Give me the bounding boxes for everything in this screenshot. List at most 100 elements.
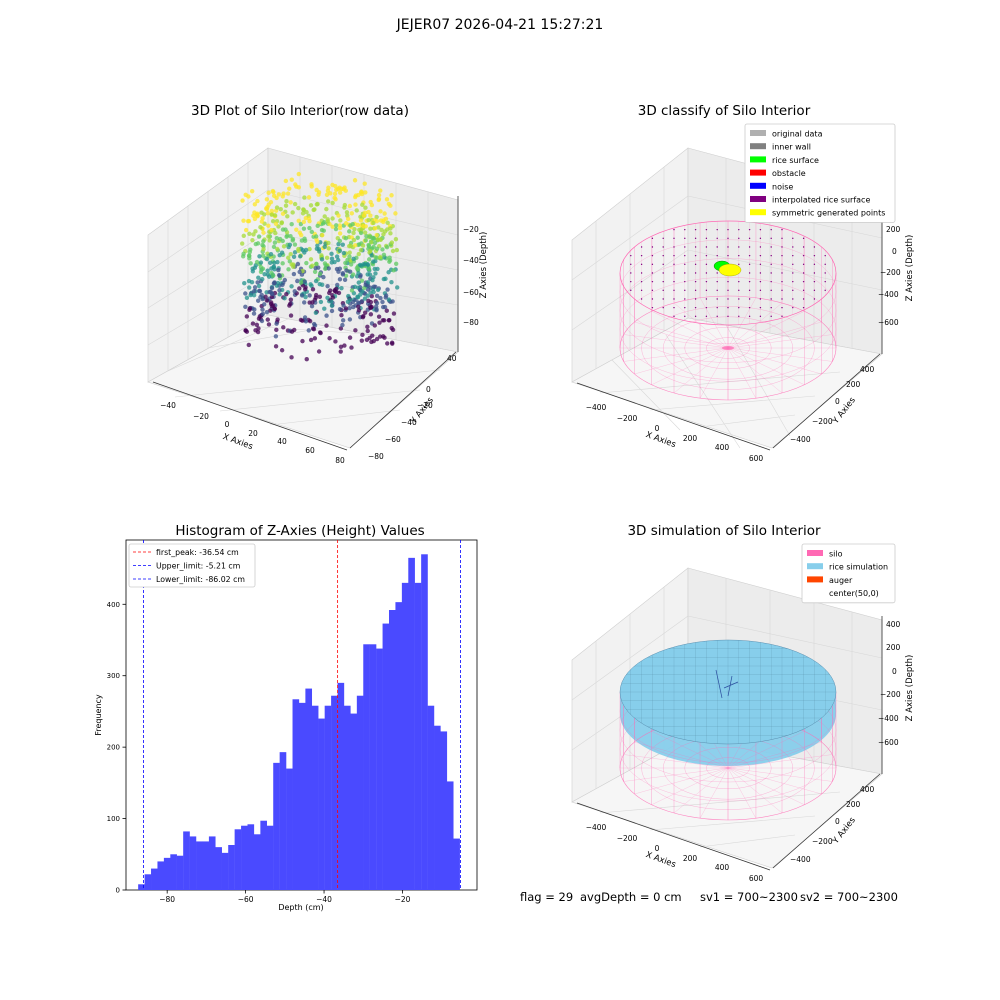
interpolated-point <box>705 237 708 240</box>
panel2-legend: original data inner wall rice surface obsta… <box>744 123 896 223</box>
interpolated-point <box>770 298 772 300</box>
raw-point <box>393 261 399 266</box>
raw-point <box>334 254 340 259</box>
interpolated-point <box>727 306 729 309</box>
interpolated-point <box>662 254 664 257</box>
interpolated-point <box>748 228 751 231</box>
interpolated-point <box>694 228 697 231</box>
silo-wall-ring <box>619 277 837 382</box>
legend-label: interpolated rice surface <box>772 196 870 205</box>
raw-point <box>300 338 305 344</box>
raw-point <box>288 297 294 302</box>
interpolated-point <box>694 306 697 309</box>
raw-point <box>250 269 256 274</box>
raw-point <box>272 306 277 312</box>
p2-ytick: 0 <box>835 397 840 406</box>
raw-point <box>395 285 400 290</box>
interpolated-point <box>781 237 783 240</box>
legend-label: symmetric generated points <box>772 209 885 218</box>
raw-point <box>268 308 273 313</box>
silo-floor-spoke <box>727 754 833 769</box>
interpolated-point <box>813 289 816 292</box>
raw-point <box>266 190 271 195</box>
raw-point <box>306 216 312 221</box>
interpolated-point <box>792 254 794 257</box>
raw-point <box>248 261 253 266</box>
raw-point <box>290 210 295 215</box>
raw-point <box>348 262 354 267</box>
panel4-title: 3D simulation of Silo Interior <box>627 523 821 539</box>
raw-point <box>330 295 336 300</box>
interpolated-point <box>792 237 794 240</box>
histogram-bar <box>401 582 409 890</box>
p4-ytick: 400 <box>860 785 875 794</box>
interpolated-point <box>716 254 718 257</box>
raw-point <box>350 272 356 277</box>
raw-point <box>345 299 351 304</box>
raw-point <box>380 304 386 310</box>
raw-point <box>284 199 289 204</box>
raw-point <box>374 218 380 224</box>
interpolated-point <box>705 246 708 248</box>
panel1-points <box>240 171 400 362</box>
raw-point <box>286 255 291 260</box>
interpolated-point <box>802 306 805 309</box>
raw-point <box>335 257 341 263</box>
raw-point <box>371 284 377 289</box>
panel1-axes <box>147 147 459 451</box>
p4-ytick: 0 <box>835 817 840 826</box>
raw-point <box>366 217 371 223</box>
raw-point <box>386 201 392 207</box>
raw-point <box>325 219 331 224</box>
raw-point <box>383 295 388 300</box>
interpolated-point <box>640 263 643 266</box>
silo-top-ring <box>619 220 837 326</box>
raw-point <box>310 300 315 305</box>
raw-point <box>369 294 374 299</box>
silo-floor-spoke <box>699 767 729 819</box>
interpolated-point <box>684 228 686 231</box>
histogram-bar <box>176 855 184 890</box>
raw-point <box>385 287 390 292</box>
p1-xtick: 60 <box>305 446 315 455</box>
raw-point <box>262 271 267 277</box>
interpolated-point <box>673 263 675 266</box>
raw-point <box>302 300 307 305</box>
raw-point <box>347 203 353 209</box>
histogram-vlines <box>143 540 461 890</box>
interpolated-point <box>781 298 783 300</box>
interpolated-point <box>705 228 708 231</box>
histogram-bar <box>337 682 345 890</box>
raw-point <box>358 230 364 236</box>
histogram-bar <box>247 824 255 890</box>
raw-point <box>329 308 335 314</box>
p1-ylabel: Y Axies <box>408 395 436 427</box>
raw-point <box>287 186 292 191</box>
histogram-bar <box>318 718 325 890</box>
interpolated-point <box>770 263 772 266</box>
raw-point <box>253 241 259 247</box>
raw-point <box>245 218 251 224</box>
raw-point <box>267 289 272 295</box>
raw-point <box>287 303 292 308</box>
raw-point <box>365 324 370 330</box>
raw-point <box>351 230 356 236</box>
raw-point <box>251 232 256 237</box>
raw-point <box>261 239 266 244</box>
raw-point <box>347 250 352 255</box>
raw-point <box>256 275 261 280</box>
interpolated-point <box>824 289 826 292</box>
interpolated-point <box>824 263 826 266</box>
raw-point <box>326 246 331 251</box>
p4-zlabel: Z Axies (Depth) <box>905 655 915 722</box>
raw-point <box>270 188 276 194</box>
interpolated-point <box>738 289 740 292</box>
silo-floor-spoke <box>727 347 822 375</box>
raw-point <box>279 348 285 353</box>
silo-floor-spoke <box>673 302 729 349</box>
raw-point <box>376 314 382 319</box>
raw-point <box>361 313 366 319</box>
p4-ztick: 0 <box>892 667 897 676</box>
raw-point <box>248 247 253 252</box>
histogram-bar <box>388 610 396 890</box>
